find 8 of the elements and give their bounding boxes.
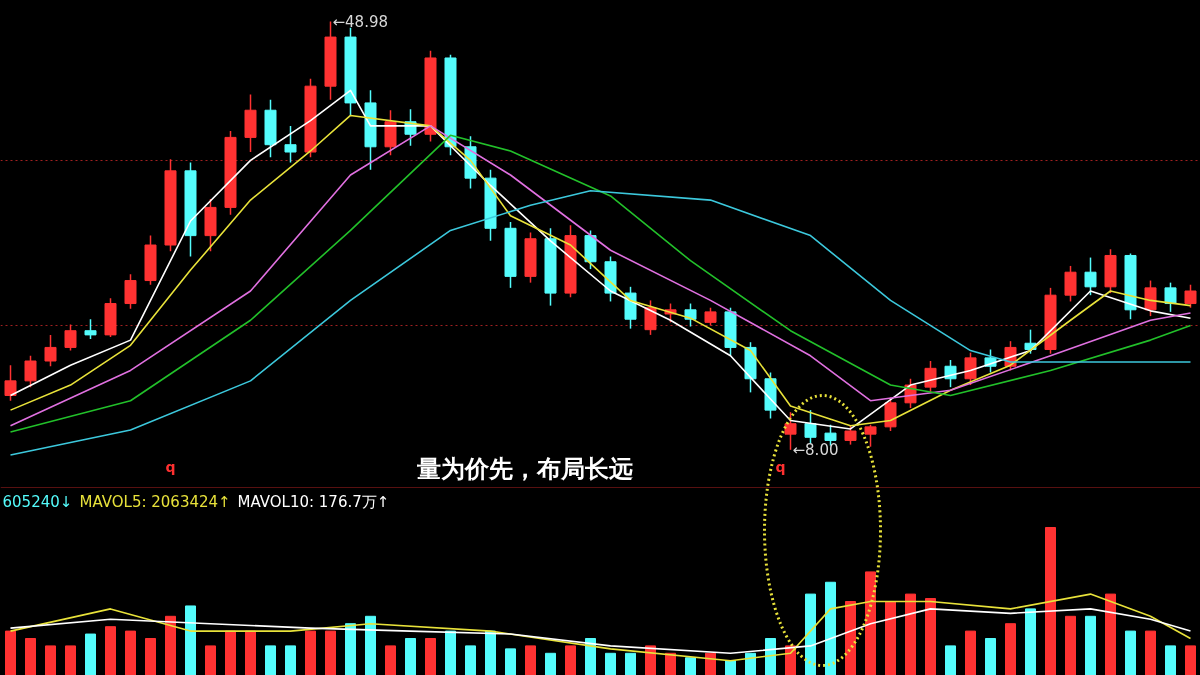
text: 605240↓ [2,492,73,511]
text: MAVOL5: 2063424↑ [79,492,231,511]
annotation: 量为价先，布局长远 [415,454,633,483]
annotation: q [165,458,176,475]
annotation: q [775,458,786,475]
annotation: ←48.98 [332,12,389,31]
annotation: ←8.00 [792,440,839,459]
text: MAVOL10: 176.7万↑ [237,492,390,511]
